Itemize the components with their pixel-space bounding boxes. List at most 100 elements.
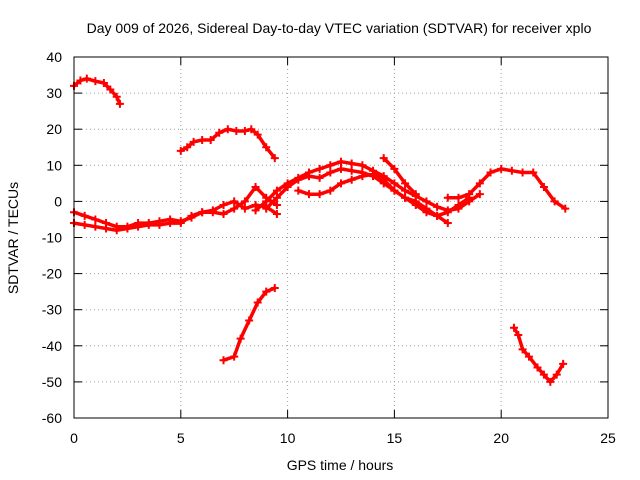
data-point: [91, 215, 100, 224]
data-point: [230, 352, 239, 361]
data-point: [379, 154, 388, 163]
data-point: [422, 197, 431, 206]
data-point: [315, 173, 324, 182]
y-tick-label: 0: [54, 193, 62, 209]
x-tick-label: 10: [280, 430, 296, 446]
data-point: [533, 363, 542, 372]
data-point: [270, 154, 279, 163]
data-point: [166, 219, 175, 228]
data-point: [272, 210, 281, 219]
data-point: [390, 186, 399, 195]
data-point: [187, 211, 196, 220]
data-point: [379, 175, 388, 184]
y-tick-label: 30: [46, 85, 62, 101]
data-point: [546, 377, 555, 386]
x-tick-label: 5: [177, 430, 185, 446]
data-point: [433, 202, 442, 211]
data-point: [552, 370, 561, 379]
data-point: [80, 211, 89, 220]
data-point: [401, 179, 410, 188]
data-point: [559, 359, 568, 368]
data-point: [272, 193, 281, 202]
data-point: [326, 186, 335, 195]
y-tick-label: 40: [46, 49, 62, 65]
y-tick-label: -10: [42, 230, 62, 246]
data-point: [208, 208, 217, 217]
data-point: [219, 201, 228, 210]
data-point: [358, 172, 367, 181]
data-point: [198, 136, 207, 145]
data-point: [262, 143, 271, 152]
data-point: [247, 125, 256, 134]
data-point: [433, 211, 442, 220]
grid: [74, 57, 608, 418]
data-point: [91, 77, 100, 86]
data-point: [347, 166, 356, 175]
y-tick-label: -50: [42, 374, 62, 390]
data-point: [294, 173, 303, 182]
data-point: [358, 161, 367, 170]
data-point: [262, 204, 271, 213]
data-point: [454, 204, 463, 213]
data-point: [550, 197, 559, 206]
data-point: [529, 168, 538, 177]
data-point: [232, 127, 241, 136]
data-point: [443, 193, 452, 202]
data-point: [245, 316, 254, 325]
data-point: [183, 143, 192, 152]
y-tick-label: -40: [42, 338, 62, 354]
data-point: [337, 179, 345, 188]
series-arc-2: [176, 125, 279, 163]
data-point: [524, 352, 533, 361]
data-point: [262, 197, 271, 206]
series-arc-7: [294, 170, 452, 228]
data-point: [443, 206, 452, 215]
data-point: [390, 164, 399, 173]
data-point: [272, 201, 281, 210]
data-point: [219, 210, 228, 219]
data-point: [198, 208, 207, 217]
data-point: [475, 190, 484, 199]
data-point: [422, 204, 431, 213]
data-point: [240, 127, 249, 136]
series-arc-8: [379, 154, 420, 199]
data-point: [80, 220, 89, 229]
data-point: [155, 220, 164, 229]
series-arc-11: [219, 284, 279, 365]
data-point: [230, 204, 239, 213]
series-line: [253, 159, 482, 213]
data-point: [507, 166, 516, 175]
data-point: [215, 128, 224, 137]
data-point: [401, 186, 410, 195]
data-point: [91, 222, 100, 231]
data-point: [454, 193, 463, 202]
data-point: [539, 182, 548, 191]
data-point: [189, 137, 198, 146]
y-tick-label: -20: [42, 266, 62, 282]
data-point: [99, 78, 108, 87]
data-point: [223, 125, 232, 134]
data-point: [102, 224, 111, 233]
data-point: [123, 224, 132, 233]
data-point: [337, 164, 345, 173]
data-point: [304, 168, 313, 177]
data-point: [112, 226, 121, 235]
data-point: [465, 197, 474, 206]
data-point: [347, 159, 356, 168]
data-point: [106, 85, 115, 94]
series-arc-9: [443, 164, 570, 213]
series-group: [70, 74, 570, 386]
series-arc-6: [251, 157, 484, 215]
data-point: [369, 170, 378, 179]
data-point: [518, 345, 527, 354]
data-point: [240, 197, 249, 206]
data-point: [253, 298, 262, 307]
data-point: [465, 190, 474, 199]
data-point: [294, 186, 303, 195]
data-point: [514, 330, 523, 339]
data-point: [326, 168, 335, 177]
data-point: [326, 161, 335, 170]
data-point: [401, 193, 410, 202]
